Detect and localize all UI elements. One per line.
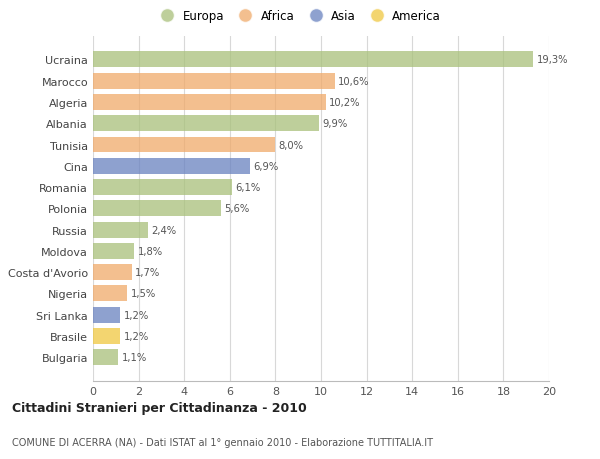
Text: 5,6%: 5,6% [224,204,250,214]
Text: 9,9%: 9,9% [322,119,347,129]
Bar [93,222,148,238]
Bar [93,179,232,196]
Bar [93,201,221,217]
Bar [93,349,118,365]
Text: 1,7%: 1,7% [135,268,160,278]
Text: 10,6%: 10,6% [338,77,370,87]
Text: 10,2%: 10,2% [329,98,361,108]
Bar [93,116,319,132]
Text: 6,1%: 6,1% [235,183,261,193]
Bar [93,73,335,90]
Text: 1,5%: 1,5% [131,289,156,299]
Text: 6,9%: 6,9% [254,162,279,171]
Text: Cittadini Stranieri per Cittadinanza - 2010: Cittadini Stranieri per Cittadinanza - 2… [12,401,307,414]
Bar [93,243,134,259]
Text: 19,3%: 19,3% [536,56,568,65]
Text: 1,2%: 1,2% [124,310,149,320]
Bar [93,307,121,323]
Bar [93,264,132,280]
Text: 1,8%: 1,8% [137,246,163,256]
Bar [93,137,275,153]
Bar [93,328,121,344]
Text: 2,4%: 2,4% [151,225,176,235]
Bar [93,52,533,68]
Bar [93,95,326,111]
Bar [93,286,127,302]
Text: 8,0%: 8,0% [279,140,304,150]
Legend: Europa, Africa, Asia, America: Europa, Africa, Asia, America [151,5,446,28]
Bar [93,158,250,174]
Text: 1,2%: 1,2% [124,331,149,341]
Text: 1,1%: 1,1% [121,353,147,362]
Text: COMUNE DI ACERRA (NA) - Dati ISTAT al 1° gennaio 2010 - Elaborazione TUTTITALIA.: COMUNE DI ACERRA (NA) - Dati ISTAT al 1°… [12,437,433,447]
